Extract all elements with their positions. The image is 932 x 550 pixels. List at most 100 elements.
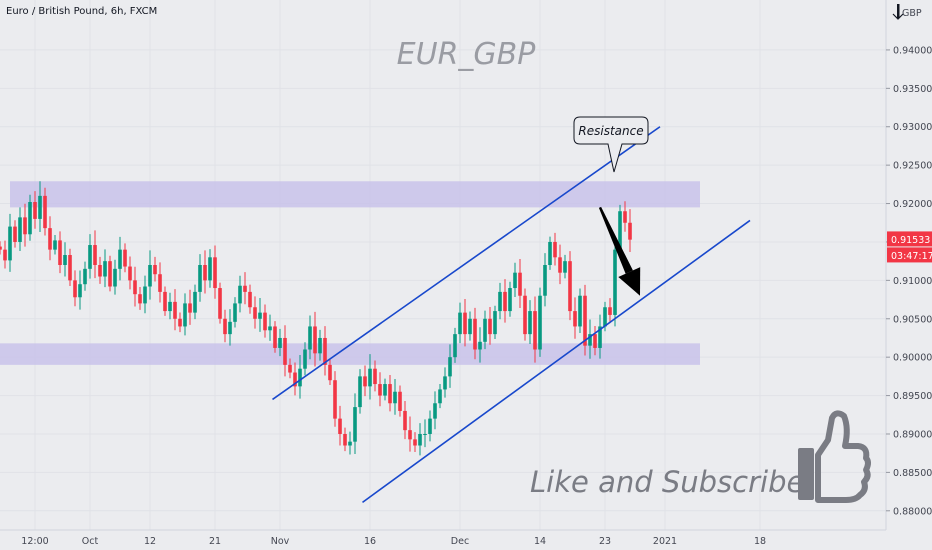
resistance-callout[interactable]: Resistance [573,116,649,173]
time-tick-label: 12 [144,536,156,547]
candle-body [348,441,352,446]
symbol-label[interactable]: Euro / British Pound, 6h, FXCM [6,6,157,17]
candle-body [158,274,162,292]
candle-body [608,307,612,315]
settings-icon[interactable] [892,4,904,20]
callout-bubble [573,116,649,173]
candle-body [548,241,552,265]
candle-body [273,326,277,348]
candle-body [133,280,137,295]
candle-body [448,357,452,377]
candle-body [413,439,417,446]
candle-body [498,291,502,312]
candle-body [478,341,482,350]
time-tick-label: 16 [364,536,376,547]
candle-body [28,202,32,235]
candle-body [18,217,22,242]
candle-body [203,265,207,281]
candle-body [458,312,462,335]
time-scale[interactable]: 12:00 Oct 12 21 Nov 16 Dec 14 23 2021 18 [0,529,932,550]
candle-body [238,285,242,304]
candle-body [338,418,342,434]
candle-body [288,364,292,373]
candle-body [363,376,367,387]
candle-body [603,307,607,327]
candle-body [218,288,222,319]
candle-body [178,318,182,327]
price-scale[interactable]: GBP 0.94000 0.93500 0.93000 0.92500 0.92000 0… [885,0,932,530]
arrow-shaft [598,206,633,274]
candle-body [268,326,272,331]
candle-body [113,268,117,287]
candle-body [328,364,332,381]
candle-body [63,255,67,265]
candle-body [558,257,562,273]
currency-label: GBP [902,8,922,19]
candle-body [283,337,287,365]
down-arrow [598,206,641,296]
candles [0,181,632,456]
candle-body [228,321,232,335]
candle-body [148,265,152,287]
candle-body [298,368,302,387]
candle-body [443,376,447,390]
time-tick-label: 14 [534,536,546,547]
candle-body [38,195,42,219]
candle-body [123,249,127,267]
candle-body [493,311,497,335]
support-zone [0,343,700,365]
candle-body [293,372,297,387]
candle-body [188,303,192,313]
candle-body [403,410,407,431]
candle-body [193,291,197,313]
candle-body [23,217,27,235]
candle-body [418,433,422,446]
candle-body [128,266,132,281]
candle-body [388,384,392,404]
candle-body [428,418,432,434]
candle-body [278,337,282,348]
candle-body [163,291,167,312]
price-tick-label: 0.93500 [893,84,932,95]
time-tick-label: 21 [209,536,221,547]
price-tick-label: 0.92500 [893,161,932,172]
time-tick-label: 12:00 [21,536,48,547]
price-tick-label: 0.90000 [893,353,932,364]
price-tick-label: 0.88000 [893,506,932,517]
candle-body [623,211,627,223]
candle-body [118,249,122,269]
candle-body [263,312,267,331]
price-zones [0,181,700,365]
candle-body [353,407,357,442]
candle-body [168,301,172,312]
time-tick-label: 18 [754,536,766,547]
candle-body [88,245,92,269]
candle-body [378,384,382,396]
candle-body [243,285,247,292]
candle-body [438,389,442,404]
candle-body [333,380,337,419]
candle-body [393,391,397,404]
candle-body [568,261,572,312]
time-ticks: 12:00 Oct 12 21 Nov 16 Dec 14 23 2021 18 [21,536,766,547]
resistance-zone [10,181,700,208]
candle-body [618,211,622,250]
candle-body [598,326,602,348]
time-tick-label: 23 [599,536,611,547]
candle-body [208,257,212,281]
candle-body [513,272,517,289]
candle-body [93,245,97,265]
time-tick-label: 2021 [653,536,677,547]
candle-body [383,384,387,396]
candle-body [398,391,402,411]
price-tick-label: 0.92000 [893,199,932,210]
candle-body [463,312,467,335]
candle-body [588,334,592,346]
candle-body [303,349,307,369]
candle-body [628,222,632,240]
price-tick-label: 0.89500 [893,391,932,402]
channel-lines[interactable] [272,126,751,503]
candle-body [258,312,262,319]
price-tick-label: 0.90500 [893,314,932,325]
